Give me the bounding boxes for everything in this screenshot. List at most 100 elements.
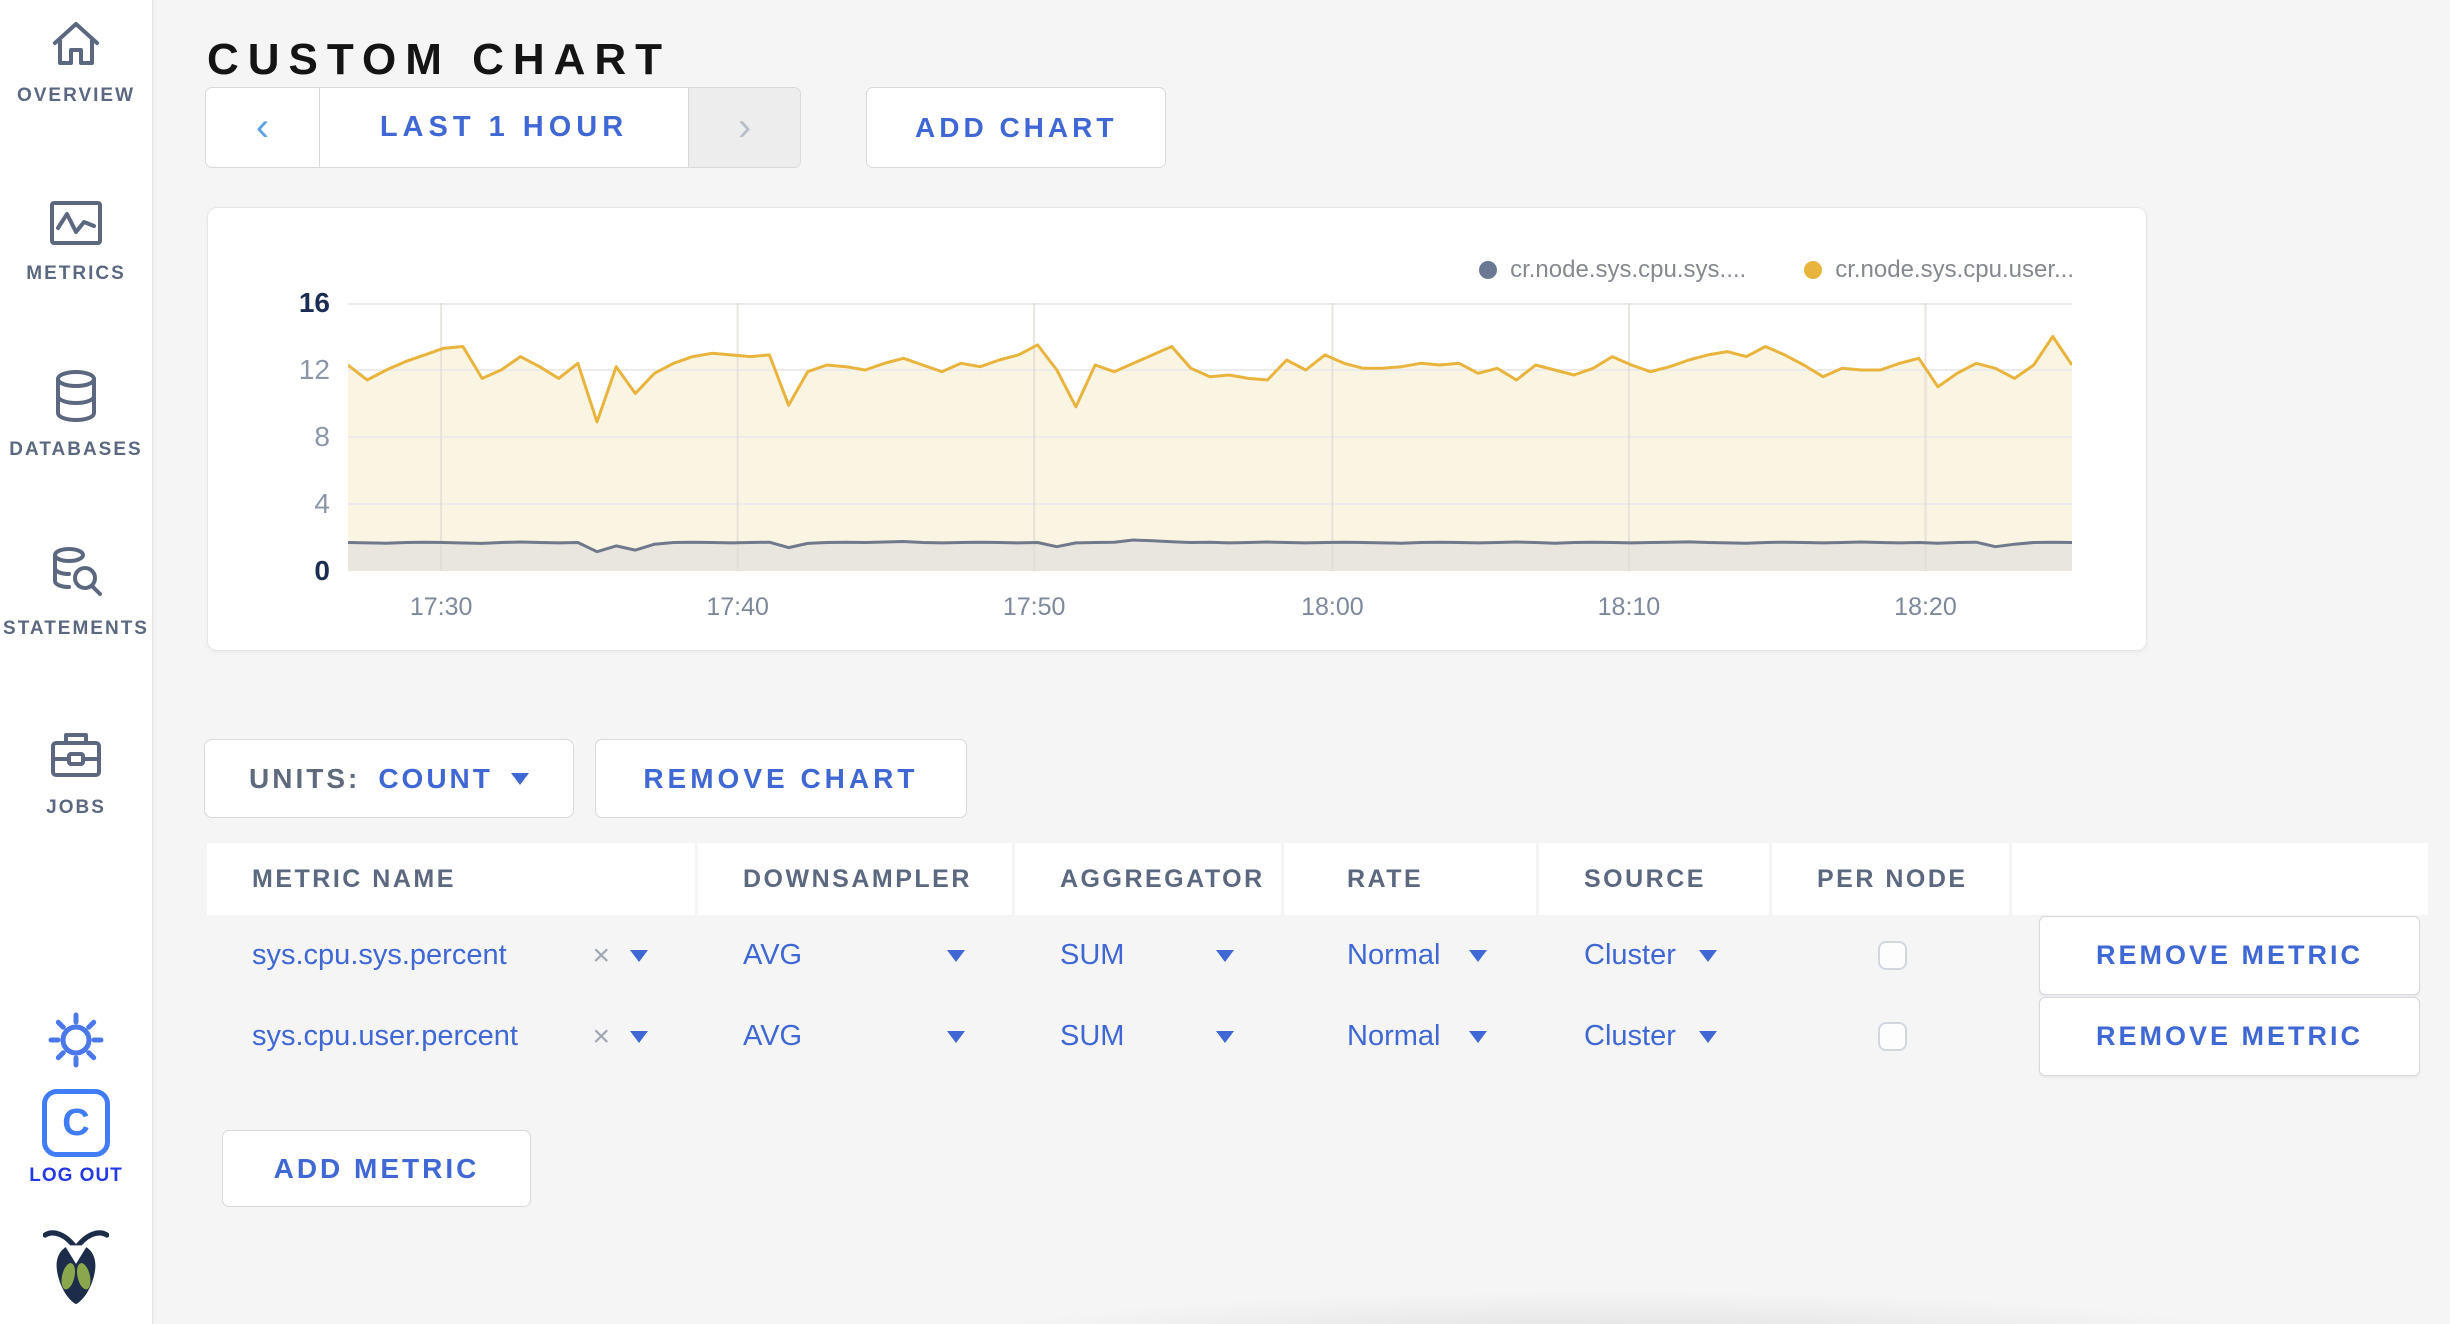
y-axis-tick: 16 [298, 287, 330, 318]
chevron-down-icon [947, 949, 965, 962]
y-axis-tick: 4 [314, 488, 330, 519]
x-axis-tick: 18:20 [1894, 593, 1957, 621]
sidebar: OVERVIEW METRICS DATABASES [0, 0, 153, 1324]
cockroach-c-badge-icon: C [42, 1089, 110, 1157]
chevron-down-icon [630, 949, 648, 962]
chevron-down-icon [1699, 949, 1717, 962]
aggregator-dropdown[interactable]: SUM [1015, 997, 1284, 1076]
column-header-per-node: PER NODE [1772, 843, 2012, 915]
chevron-down-icon [1216, 1030, 1234, 1043]
legend-dot-user [1804, 261, 1823, 279]
sidebar-item-databases[interactable]: DATABASES [0, 368, 152, 461]
source-value: Cluster [1584, 939, 1676, 971]
units-dropdown[interactable]: UNITS: COUNT [204, 739, 574, 818]
per-node-checkbox[interactable] [1877, 941, 1907, 970]
rate-value: Normal [1347, 1020, 1441, 1052]
downsampler-dropdown[interactable]: AVG [698, 997, 1015, 1076]
rate-dropdown[interactable]: Normal [1284, 997, 1539, 1076]
y-axis-tick: 12 [298, 354, 330, 385]
metric-name: sys.cpu.user.percent [252, 1020, 518, 1052]
remove-metric-button[interactable]: REMOVE METRIC [2039, 997, 2420, 1076]
chevron-down-icon [510, 772, 529, 785]
logout-label: LOG OUT [29, 1165, 123, 1186]
metric-controls: × [592, 938, 648, 972]
downsampler-value: AVG [743, 939, 803, 971]
per-node-cell [1772, 916, 2012, 995]
chart-controls-row: UNITS: COUNT REMOVE CHART [204, 739, 967, 818]
time-range-bar: ‹ LAST 1 HOUR › ADD CHART [205, 87, 1167, 168]
sidebar-item-label: STATEMENTS [3, 618, 149, 639]
sidebar-item-label: OVERVIEW [16, 85, 136, 106]
actions-cell: REMOVE METRIC [2012, 997, 2428, 1076]
chevron-right-icon: › [737, 105, 752, 149]
sidebar-item-overview[interactable]: OVERVIEW [0, 16, 152, 107]
actions-cell: REMOVE METRIC [2012, 916, 2428, 995]
downsampler-dropdown[interactable]: AVG [698, 916, 1015, 995]
sidebar-item-metrics[interactable]: METRICS [0, 198, 152, 285]
metric-name: sys.cpu.sys.percent [252, 939, 507, 971]
brand-logo[interactable] [0, 1223, 152, 1316]
logout-button[interactable]: C LOG OUT [0, 1089, 152, 1187]
metric-row: sys.cpu.sys.percent × AVG SUM Normal Clu… [207, 916, 2428, 995]
column-header-downsampler: DOWNSAMPLER [698, 843, 1015, 915]
chevron-down-icon [1469, 949, 1487, 962]
chart-plot-area[interactable] [348, 303, 2072, 571]
timescale-control: ‹ LAST 1 HOUR › [205, 87, 801, 168]
sidebar-item-label: JOBS [46, 797, 106, 818]
y-axis-tick: 0 [314, 555, 330, 586]
add-chart-button[interactable]: ADD CHART [866, 87, 1167, 168]
database-icon [50, 368, 102, 429]
chevron-down-icon [947, 1030, 965, 1043]
gear-icon [48, 1012, 104, 1073]
chevron-down-icon [630, 1030, 648, 1043]
add-metric-button[interactable]: ADD METRIC [222, 1130, 531, 1207]
chart-legend: cr.node.sys.cpu.sys.... cr.node.sys.cpu.… [1479, 256, 2074, 284]
rate-value: Normal [1347, 939, 1441, 971]
column-header-metric-name: METRIC NAME [207, 843, 698, 915]
cockroach-bug-icon [42, 1223, 110, 1316]
clear-metric-icon[interactable]: × [592, 938, 610, 972]
chart-card: cr.node.sys.cpu.sys.... cr.node.sys.cpu.… [207, 207, 2147, 651]
bottom-scroll-shadow [792, 1284, 2432, 1324]
badge-letter: C [62, 1101, 90, 1144]
chevron-down-icon [1216, 949, 1234, 962]
metric-controls: × [592, 1019, 648, 1053]
metrics-table-header: METRIC NAME DOWNSAMPLER AGGREGATOR RATE … [207, 843, 2428, 915]
briefcase-icon [47, 728, 105, 787]
settings-button[interactable] [0, 1012, 152, 1073]
x-axis-tick: 17:30 [409, 593, 473, 621]
rate-dropdown[interactable]: Normal [1284, 916, 1539, 995]
sidebar-item-statements[interactable]: STATEMENTS [0, 545, 152, 640]
y-axis-tick: 8 [314, 421, 330, 452]
page-title: CUSTOM CHART [207, 35, 672, 85]
per-node-checkbox[interactable] [1877, 1022, 1907, 1051]
time-range-selector[interactable]: LAST 1 HOUR [379, 111, 629, 143]
chevron-left-icon: ‹ [255, 105, 270, 149]
source-dropdown[interactable]: Cluster [1539, 997, 1772, 1076]
column-header-rate: RATE [1284, 843, 1539, 915]
sidebar-item-jobs[interactable]: JOBS [0, 728, 152, 819]
remove-chart-button[interactable]: REMOVE CHART [594, 739, 967, 818]
main-content: CUSTOM CHART ‹ LAST 1 HOUR › ADD CHART c… [152, 0, 2450, 1324]
metric-name-dropdown[interactable]: sys.cpu.sys.percent × [207, 916, 698, 995]
clear-metric-icon[interactable]: × [592, 1019, 610, 1053]
sidebar-item-label: DATABASES [9, 439, 143, 460]
chart-plot-svg [348, 303, 2072, 571]
metrics-graph-icon [47, 198, 105, 253]
sidebar-item-label: METRICS [26, 263, 126, 284]
downsampler-value: AVG [743, 1020, 803, 1052]
units-value: COUNT [378, 762, 493, 794]
time-range-prev-button[interactable]: ‹ [206, 88, 320, 167]
chevron-down-icon [1469, 1030, 1487, 1043]
remove-metric-button[interactable]: REMOVE METRIC [2039, 916, 2420, 995]
metric-name-dropdown[interactable]: sys.cpu.user.percent × [207, 997, 698, 1076]
time-range-next-button[interactable]: › [688, 88, 800, 167]
x-axis-labels: 17:30 17:40 17:50 18:00 18:10 18:20 [348, 593, 2072, 633]
source-value: Cluster [1584, 1020, 1676, 1052]
metric-row: sys.cpu.user.percent × AVG SUM Normal Cl… [207, 997, 2428, 1076]
legend-item: cr.node.sys.cpu.user... [1804, 256, 2074, 284]
aggregator-dropdown[interactable]: SUM [1015, 916, 1284, 995]
source-dropdown[interactable]: Cluster [1539, 916, 1772, 995]
legend-item: cr.node.sys.cpu.sys.... [1479, 256, 1746, 284]
